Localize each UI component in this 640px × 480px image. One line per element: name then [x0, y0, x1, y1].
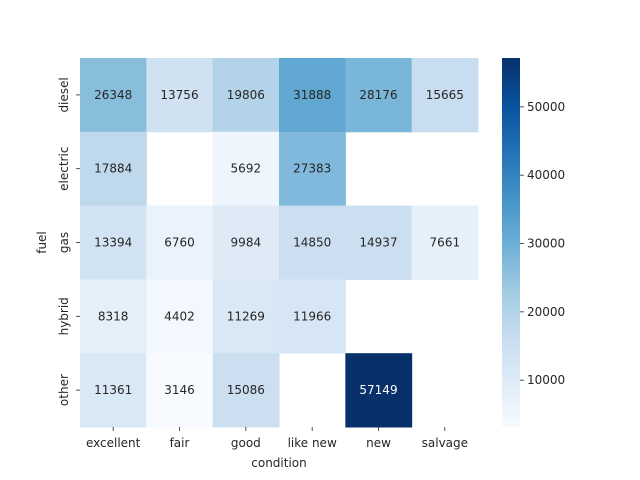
cell-value-label: 8318: [98, 309, 129, 323]
heatmap-cell: [80, 131, 147, 207]
heatmap-cell: [146, 205, 214, 280]
heatmap-cell: [146, 58, 214, 133]
heatmap-cell: [279, 58, 346, 133]
cell-value-label: 7661: [430, 236, 461, 250]
colorbar-tick-label: 40000: [527, 168, 565, 182]
heatmap-cell: [212, 58, 280, 133]
heatmap-cell: [146, 279, 214, 354]
x-tick-label: excellent: [86, 436, 141, 450]
cell-value-label: 4402: [164, 309, 195, 323]
heatmap-cell: [212, 131, 280, 207]
heatmap-cell: [80, 279, 147, 354]
y-axis-label: fuel: [35, 231, 49, 254]
cell-value-label: 13756: [160, 88, 198, 102]
heatmap-cell: [345, 353, 413, 428]
heatmap-cell: [279, 279, 346, 354]
y-tick-label: other: [57, 374, 71, 406]
x-tick-label: fair: [170, 436, 190, 450]
colorbar: [502, 58, 520, 427]
cell-value-label: 11269: [227, 309, 265, 323]
cell-value-label: 13394: [94, 236, 132, 250]
colorbar-axis: 10000 20000 30000 40000 50000: [520, 100, 565, 387]
x-axis-label: condition: [251, 456, 306, 470]
cell-value-label: 11966: [293, 309, 331, 323]
cell-value-label: 28176: [359, 88, 397, 102]
cell-value-label: 26348: [94, 88, 132, 102]
heatmap-cell: [279, 205, 346, 280]
cell-value-label: 17884: [94, 162, 132, 176]
heatmap-cell: [279, 131, 346, 207]
heatmap-cell: [80, 205, 147, 280]
colorbar-tick-label: 30000: [527, 237, 565, 251]
cell-value-label: 14850: [293, 236, 331, 250]
cell-value-label: 19806: [227, 88, 265, 102]
colorbar-tick-label: 50000: [527, 100, 565, 114]
cell-value-label: 11361: [94, 383, 132, 397]
colorbar-tick-label: 10000: [527, 373, 565, 387]
heatmap-cell: [411, 205, 479, 280]
heatmap-cell: [345, 205, 413, 280]
colorbar-tick-label: 20000: [527, 305, 565, 319]
y-tick-label: electric: [57, 147, 71, 191]
cell-value-label: 6760: [164, 236, 195, 250]
heatmap-cell: [411, 58, 479, 133]
y-axis: diesel electric gas hybrid other: [57, 77, 80, 406]
cell-value-label: 3146: [164, 383, 195, 397]
heatmap-cell: [345, 58, 413, 133]
x-tick-label: new: [366, 436, 391, 450]
y-tick-label: diesel: [57, 77, 71, 112]
heatmap-cell: [80, 353, 147, 428]
x-tick-label: good: [231, 436, 261, 450]
y-tick-label: gas: [57, 232, 71, 253]
y-tick-label: hybrid: [57, 297, 71, 335]
heatmap-cell: [212, 353, 280, 428]
x-tick-label: salvage: [422, 436, 468, 450]
cell-value-label: 9984: [231, 236, 262, 250]
cell-value-label: 15665: [426, 88, 464, 102]
cell-value-label: 27383: [293, 162, 331, 176]
heatmap-cell: [146, 353, 214, 428]
heatmap-cells: 26348 13756 19806 31888 28176 15665 17884 5692 2…: [80, 58, 479, 428]
cell-value-label: 14937: [359, 236, 397, 250]
cell-value-label: 57149: [359, 383, 397, 397]
x-tick-label: like new: [288, 436, 337, 450]
x-axis: excellent fair good like new new salvage: [86, 427, 468, 450]
heatmap-cell: [212, 279, 280, 354]
heatmap-cell: [212, 205, 280, 280]
cell-value-label: 15086: [227, 383, 265, 397]
heatmap-cell: [80, 58, 147, 133]
cell-value-label: 5692: [231, 162, 262, 176]
cell-value-label: 31888: [293, 88, 331, 102]
